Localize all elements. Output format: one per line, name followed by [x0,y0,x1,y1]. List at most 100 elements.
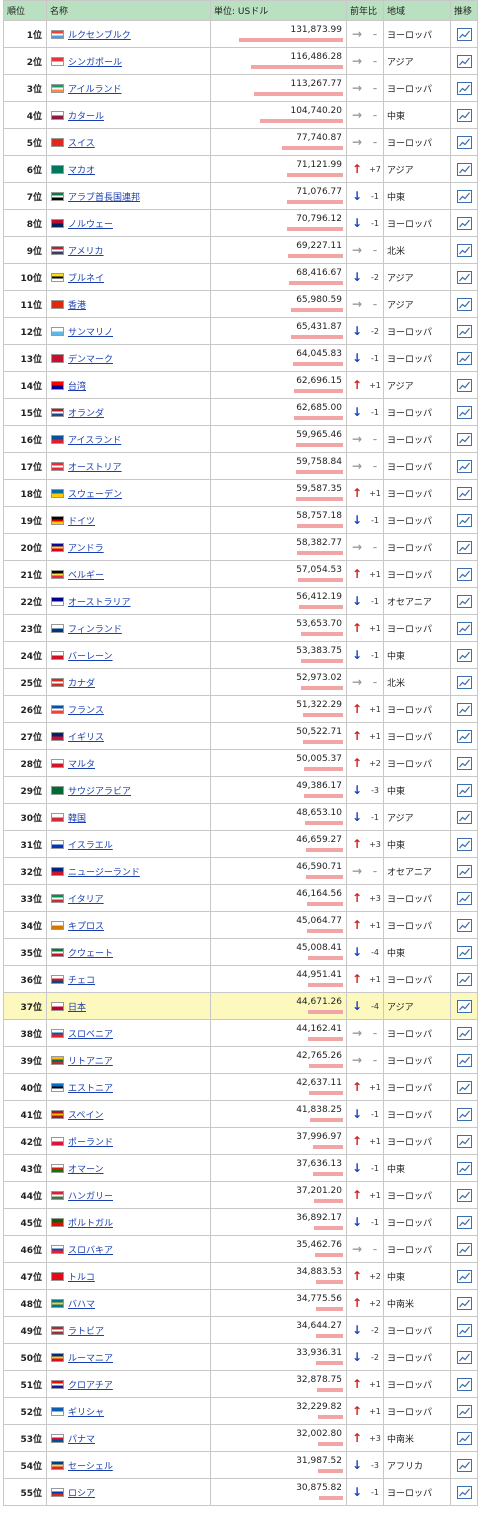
country-link[interactable]: ニュージーランド [68,867,140,878]
trend-chart-icon[interactable] [456,1458,472,1472]
trend-chart-icon[interactable] [456,513,472,527]
country-link[interactable]: アメリカ [68,246,104,257]
trend-chart-icon[interactable] [456,702,472,716]
trend-chart-icon[interactable] [456,1296,472,1310]
country-link[interactable]: リトアニア [68,1056,113,1067]
trend-chart-icon[interactable] [456,351,472,365]
trend-chart-icon[interactable] [456,1107,472,1121]
trend-chart-icon[interactable] [456,1080,472,1094]
country-link[interactable]: ロシア [68,1488,96,1499]
country-link[interactable]: イスラエル [68,840,113,851]
country-link[interactable]: クウェート [68,948,114,959]
trend-chart-icon[interactable] [456,486,472,500]
trend-chart-icon[interactable] [456,1188,472,1202]
country-link[interactable]: デンマーク [68,354,114,365]
country-link[interactable]: ドイツ [68,516,96,527]
trend-chart-icon[interactable] [456,999,472,1013]
country-link[interactable]: 台湾 [68,381,87,392]
country-link[interactable]: スウェーデン [68,489,123,500]
country-link[interactable]: オマーン [68,1164,104,1175]
country-link[interactable]: パナマ [68,1434,96,1445]
trend-chart-icon[interactable] [456,54,472,68]
country-link[interactable]: マカオ [68,165,96,176]
trend-chart-icon[interactable] [456,162,472,176]
trend-chart-icon[interactable] [456,783,472,797]
trend-chart-icon[interactable] [456,540,472,554]
trend-chart-icon[interactable] [456,297,472,311]
country-link[interactable]: スロバキア [68,1245,114,1256]
country-link[interactable]: オーストラリア [68,597,131,608]
trend-chart-icon[interactable] [456,1215,472,1229]
trend-chart-icon[interactable] [456,1053,472,1067]
trend-chart-icon[interactable] [456,837,472,851]
country-link[interactable]: ギリシャ [68,1407,105,1418]
trend-chart-icon[interactable] [456,810,472,824]
country-link[interactable]: アンドラ [68,543,104,554]
country-link[interactable]: スロベニア [68,1029,114,1040]
country-link[interactable]: カナダ [68,678,96,689]
country-link[interactable]: バーレーン [68,651,113,662]
country-link[interactable]: オーストリア [68,462,122,473]
country-link[interactable]: エストニア [68,1083,114,1094]
trend-chart-icon[interactable] [456,1377,472,1391]
trend-chart-icon[interactable] [456,648,472,662]
country-link[interactable]: クロアチア [68,1380,113,1391]
trend-chart-icon[interactable] [456,459,472,473]
country-link[interactable]: トルコ [68,1272,95,1283]
country-link[interactable]: オランダ [68,408,105,419]
trend-chart-icon[interactable] [456,1431,472,1445]
trend-chart-icon[interactable] [456,1134,472,1148]
trend-chart-icon[interactable] [456,324,472,338]
trend-chart-icon[interactable] [456,918,472,932]
trend-chart-icon[interactable] [456,675,472,689]
country-link[interactable]: ハンガリー [68,1191,114,1202]
trend-chart-icon[interactable] [456,243,472,257]
country-link[interactable]: 日本 [68,1002,87,1013]
trend-chart-icon[interactable] [456,864,472,878]
trend-chart-icon[interactable] [456,729,472,743]
country-link[interactable]: イタリア [68,894,104,905]
country-link[interactable]: キプロス [68,921,105,932]
country-link[interactable]: ルクセンブルク [68,30,131,41]
country-link[interactable]: フィンランド [68,624,122,635]
country-link[interactable]: サンマリノ [68,327,114,338]
country-link[interactable]: フランス [68,705,104,716]
trend-chart-icon[interactable] [456,972,472,986]
country-link[interactable]: ベルギー [68,570,105,581]
trend-chart-icon[interactable] [456,621,472,635]
country-link[interactable]: スペイン [68,1110,104,1121]
country-link[interactable]: ルーマニア [68,1353,114,1364]
country-link[interactable]: サウジアラビア [68,786,132,797]
country-link[interactable]: 香港 [68,300,87,311]
country-link[interactable]: セーシェル [68,1461,113,1472]
trend-chart-icon[interactable] [456,1269,472,1283]
header-unit[interactable]: 単位: USドル [210,0,347,21]
trend-chart-icon[interactable] [456,1485,472,1499]
trend-chart-icon[interactable] [456,378,472,392]
trend-chart-icon[interactable] [456,1161,472,1175]
header-rank[interactable]: 順位 [3,0,47,21]
country-link[interactable]: カタール [68,111,105,122]
trend-chart-icon[interactable] [456,27,472,41]
trend-chart-icon[interactable] [456,189,472,203]
trend-chart-icon[interactable] [456,432,472,446]
country-link[interactable]: アラブ首長国連邦 [68,192,141,203]
trend-chart-icon[interactable] [456,81,472,95]
trend-chart-icon[interactable] [456,405,472,419]
trend-chart-icon[interactable] [456,108,472,122]
country-link[interactable]: 韓国 [68,813,87,824]
trend-chart-icon[interactable] [456,270,472,284]
country-link[interactable]: スイス [68,138,95,149]
trend-chart-icon[interactable] [456,216,472,230]
trend-chart-icon[interactable] [456,1242,472,1256]
trend-chart-icon[interactable] [456,1026,472,1040]
trend-chart-icon[interactable] [456,1404,472,1418]
country-link[interactable]: アイルランド [68,84,122,95]
trend-chart-icon[interactable] [456,891,472,905]
trend-chart-icon[interactable] [456,1350,472,1364]
country-link[interactable]: アイスランド [68,435,122,446]
trend-chart-icon[interactable] [456,135,472,149]
country-link[interactable]: バハマ [68,1299,96,1310]
country-link[interactable]: チェコ [68,975,96,986]
country-link[interactable]: イギリス [68,732,105,743]
